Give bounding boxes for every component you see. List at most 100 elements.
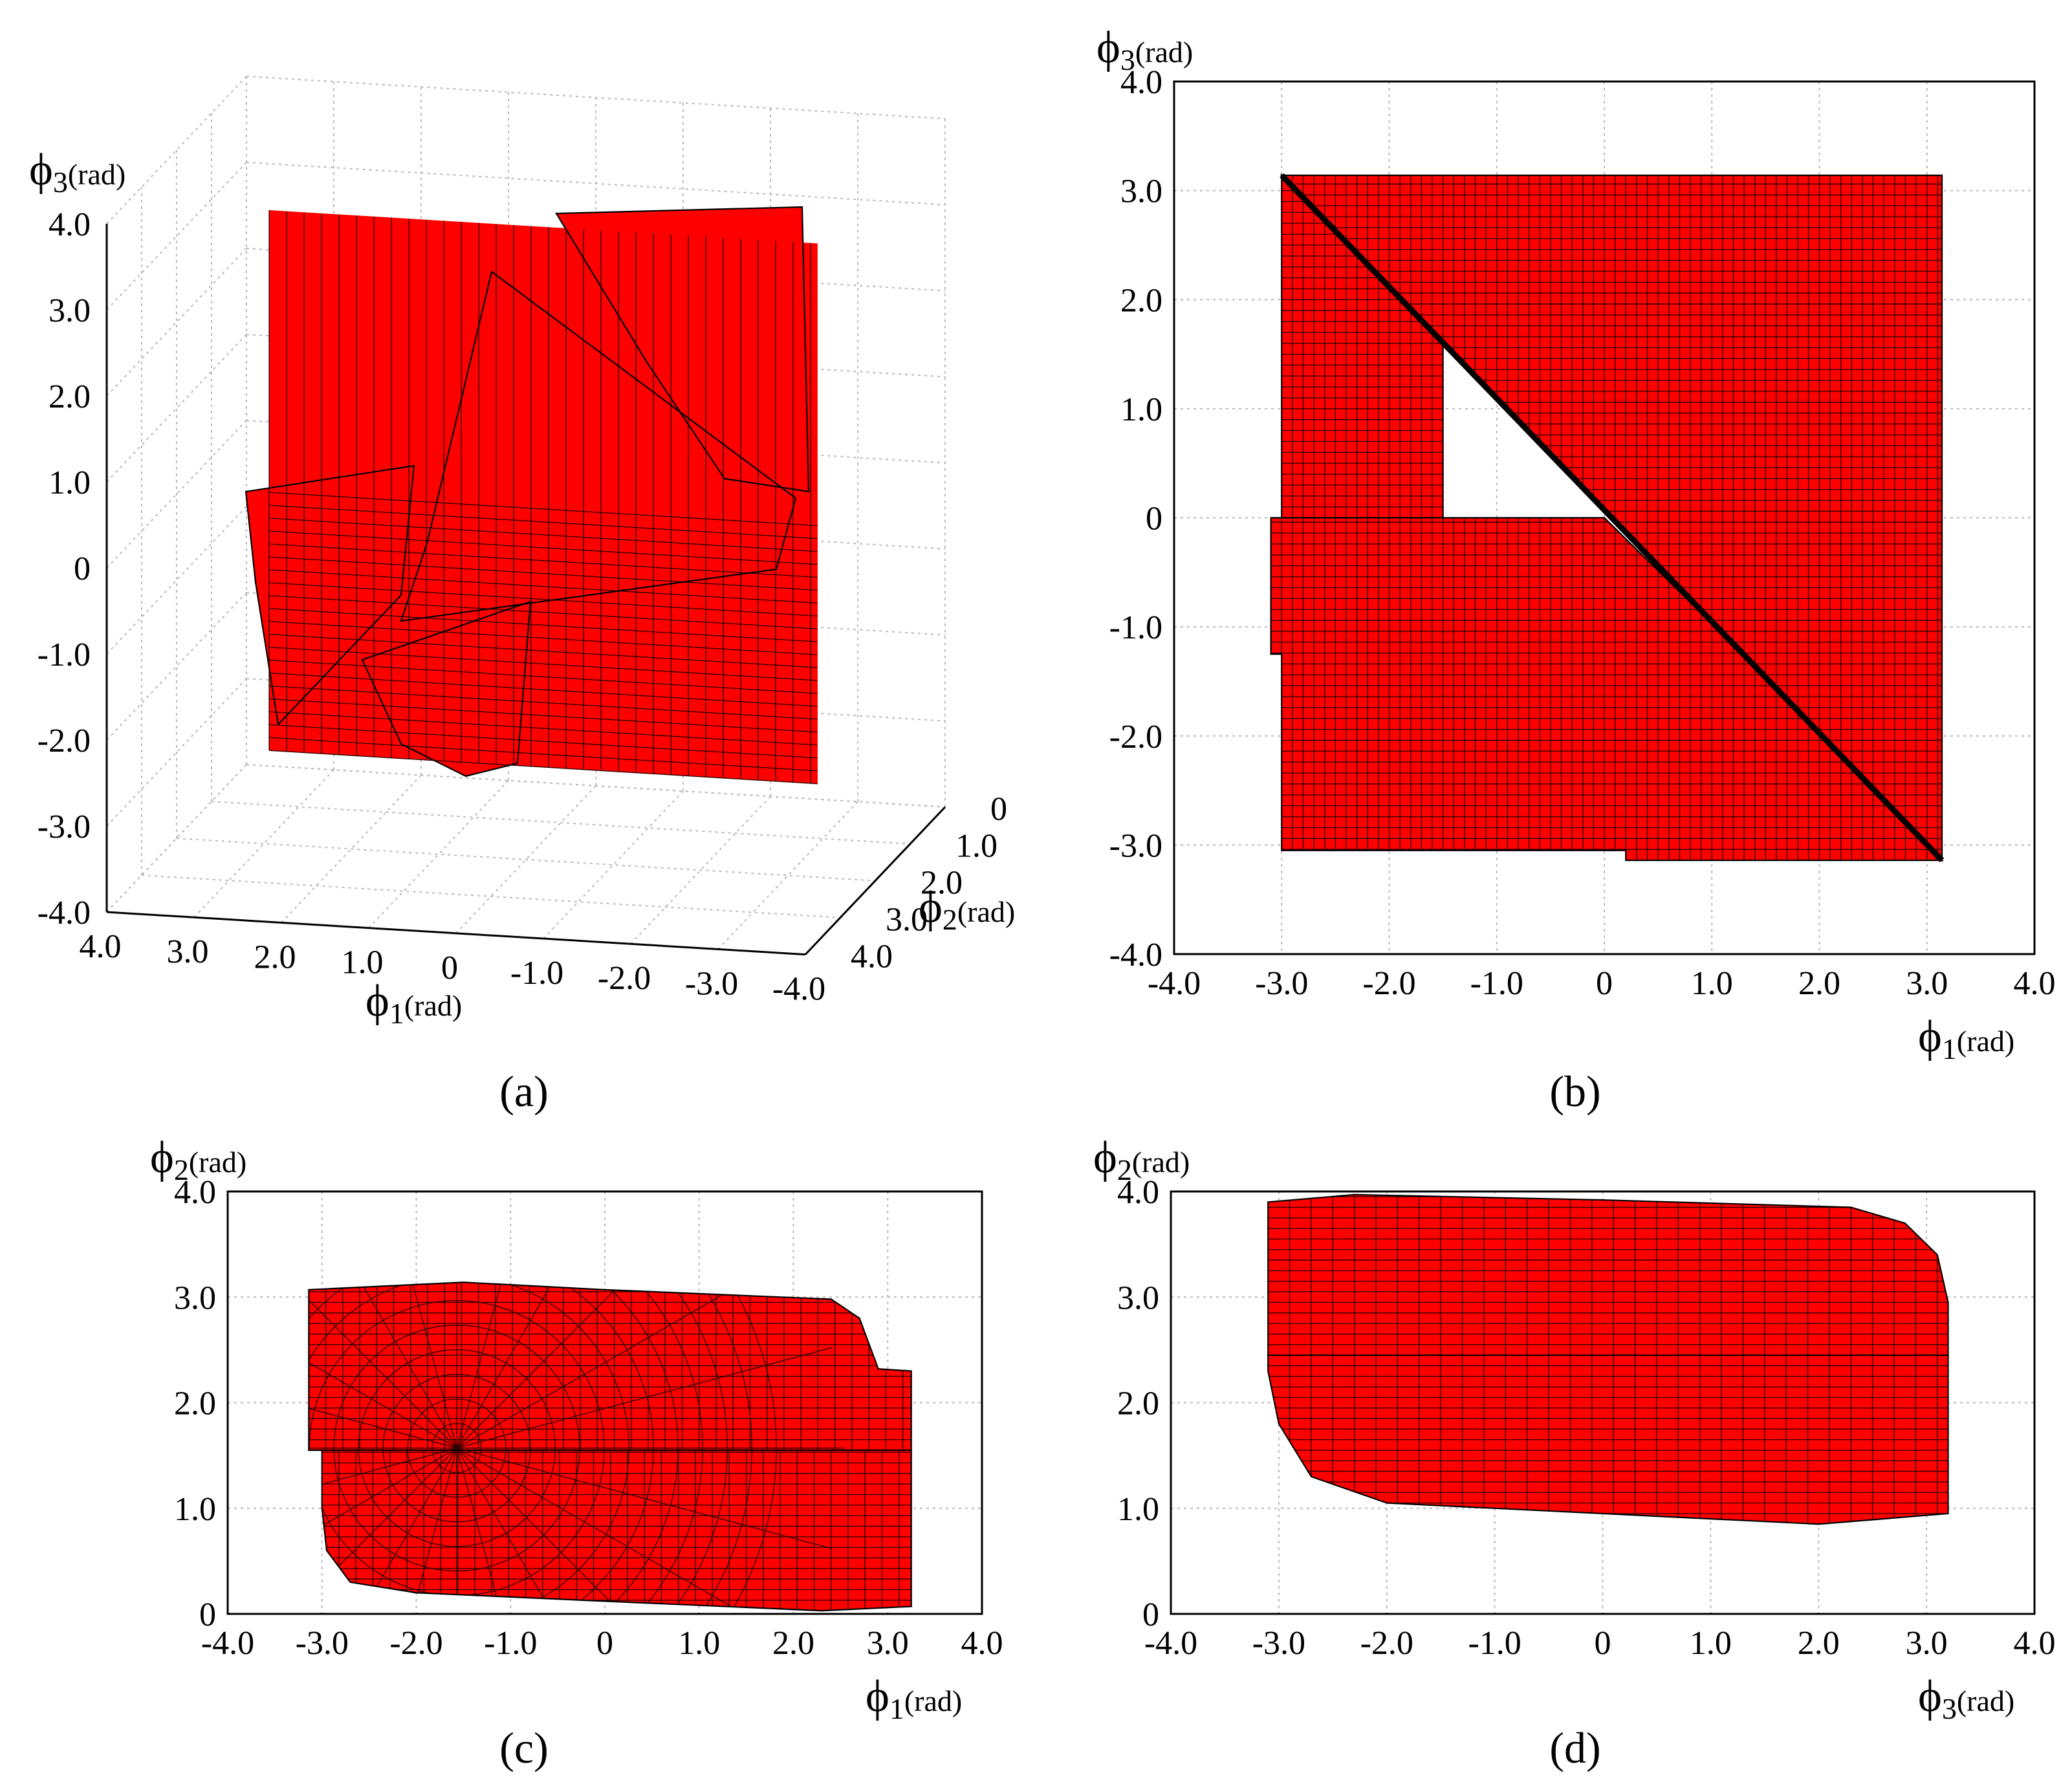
y-tick-label: 2.0 (174, 1386, 216, 1422)
caption-d: (d) (1549, 1723, 1600, 1772)
grid-side-h (106, 592, 247, 741)
y-tick-label: 4.0 (174, 1174, 216, 1211)
surface-diagonal-fan (401, 272, 796, 621)
mesh-row (269, 556, 818, 591)
mesh-row (269, 530, 818, 565)
phi3-axis-label: ϕ3(rad) (29, 145, 125, 199)
x-tick-label: -4.0 (1144, 1625, 1197, 1662)
phi1-tick-label: -4.0 (772, 971, 825, 1008)
phi1-tick-label: -1.0 (510, 955, 563, 992)
y-tick-label: -1.0 (1109, 609, 1162, 646)
phi1-tick-label: 1.0 (342, 944, 384, 981)
x-tick-label: -1.0 (484, 1625, 537, 1662)
mesh-ray (456, 1282, 732, 1449)
mesh-ray (309, 1347, 457, 1449)
phi1-tick-label: 0 (441, 950, 458, 986)
mesh-ray (322, 1450, 457, 1611)
phi3-tick-label: -4.0 (38, 895, 91, 931)
grid-floor-a (281, 774, 422, 924)
mesh-row (269, 608, 818, 642)
grid-floor-b (176, 838, 876, 882)
x-tick-label: 4.0 (2014, 1625, 2056, 1662)
phi1-tick-label: -2.0 (598, 960, 651, 997)
mesh-ray (309, 1282, 457, 1449)
grid-side-h (106, 334, 247, 483)
mesh-ray (322, 1450, 457, 1611)
phi1-tick-label: 2.0 (254, 939, 296, 975)
region-mesh-upper (309, 1282, 911, 1450)
y-axis-label: ϕ2(rad) (150, 1133, 246, 1186)
panel-d-plot: -4.0 -3.0 -2.0 -1.0 0 1.0 2.0 3.0 4.0 4.0 3.0 2.0 1.… (1093, 1133, 2056, 1725)
surface-mesh (268, 210, 818, 785)
x-tick-label: 0 (596, 1625, 613, 1662)
grid-floor-a (193, 769, 334, 918)
y-tick-label: 2.0 (1120, 282, 1162, 319)
grid-side-h (106, 162, 247, 310)
x-tick-label: 3.0 (867, 1625, 909, 1662)
panel-a-3d-plot: 4.0 3.0 2.0 1.0 0 -1.0 -2.0 -3.0 -4.001.02.03.04… (29, 76, 1015, 1030)
x-tick-label: -3.0 (1252, 1625, 1305, 1662)
y-tick-label: 1.0 (1117, 1491, 1159, 1528)
mesh-ray (309, 1282, 457, 1449)
mesh-row (269, 711, 818, 746)
y-axis-label: ϕ2(rad) (1093, 1133, 1190, 1186)
mesh-row (269, 633, 818, 668)
grid-floor-a (630, 796, 771, 944)
x-tick-label: 4.0 (2014, 965, 2056, 1002)
region-mesh-left-strip (1281, 175, 1443, 518)
mesh-ray (456, 1450, 832, 1549)
surface-outline-right-curve (555, 206, 810, 493)
mesh-ray (456, 1347, 832, 1449)
phi3-tick-label: -3.0 (38, 809, 91, 845)
mesh-ray (456, 1450, 732, 1611)
plot-frame (1170, 1190, 2036, 1615)
x-tick-label: 2.0 (772, 1625, 814, 1662)
region-lower-band (1270, 517, 1943, 860)
mesh-row (269, 672, 818, 707)
y-tick-label: -2.0 (1109, 719, 1162, 756)
x-tick-label: 1.0 (678, 1625, 720, 1662)
grid-floor-b (211, 801, 911, 845)
surface-outline-bottom-tube (361, 600, 532, 778)
region-outline (1267, 1354, 1949, 1525)
y-tick-label: 3.0 (174, 1279, 216, 1316)
mesh-row (269, 492, 818, 527)
mesh-row (269, 620, 818, 655)
mesh-row (269, 569, 818, 604)
mesh-row (269, 724, 818, 759)
phi3-tick-label: 2.0 (49, 378, 91, 415)
mesh-row (269, 505, 818, 539)
mesh-ray (456, 1450, 558, 1611)
surface-outline-left-wing (245, 464, 415, 726)
plot-frame (1173, 80, 2036, 955)
mesh-ray (456, 1282, 651, 1449)
phi2-tick-label: 1.0 (955, 828, 998, 865)
x-tick-label: -2.0 (389, 1625, 442, 1662)
mesh-row (269, 582, 818, 617)
mesh-ray (322, 1450, 457, 1611)
surface-outline-diagonal-fan (400, 270, 797, 622)
phi3-tick-label: 4.0 (49, 206, 91, 243)
phi2-tick-label: 0 (990, 791, 1007, 828)
x-tick-label: -3.0 (1255, 965, 1308, 1002)
y-tick-label: 1.0 (1120, 391, 1162, 428)
y-tick-label: 0 (1146, 501, 1162, 538)
grid-floor-b (141, 875, 841, 919)
phi3-tick-label: -2.0 (38, 723, 91, 759)
x-axis-label: ϕ1(rad) (1918, 1012, 2014, 1065)
x-tick-label: -2.0 (1362, 965, 1415, 1002)
x-tick-label: -4.0 (201, 1625, 254, 1662)
mesh-row (269, 737, 818, 772)
x-axis-label: ϕ3(rad) (1918, 1671, 2014, 1725)
axis-line (106, 911, 806, 956)
x-tick-label: -1.0 (1470, 965, 1523, 1002)
region-mesh-upper (1268, 1194, 1948, 1356)
x-tick-label: -2.0 (1360, 1625, 1413, 1662)
y-tick-label: 1.0 (174, 1491, 216, 1528)
phi2-tick-label: 3.0 (886, 902, 928, 939)
x-tick-label: 3.0 (1906, 965, 1948, 1002)
mesh-ray (356, 1282, 457, 1448)
phi3-tick-label: 1.0 (49, 464, 91, 501)
phi1-tick-label: 3.0 (167, 933, 209, 970)
phi1-tick-label: -3.0 (685, 965, 738, 1002)
